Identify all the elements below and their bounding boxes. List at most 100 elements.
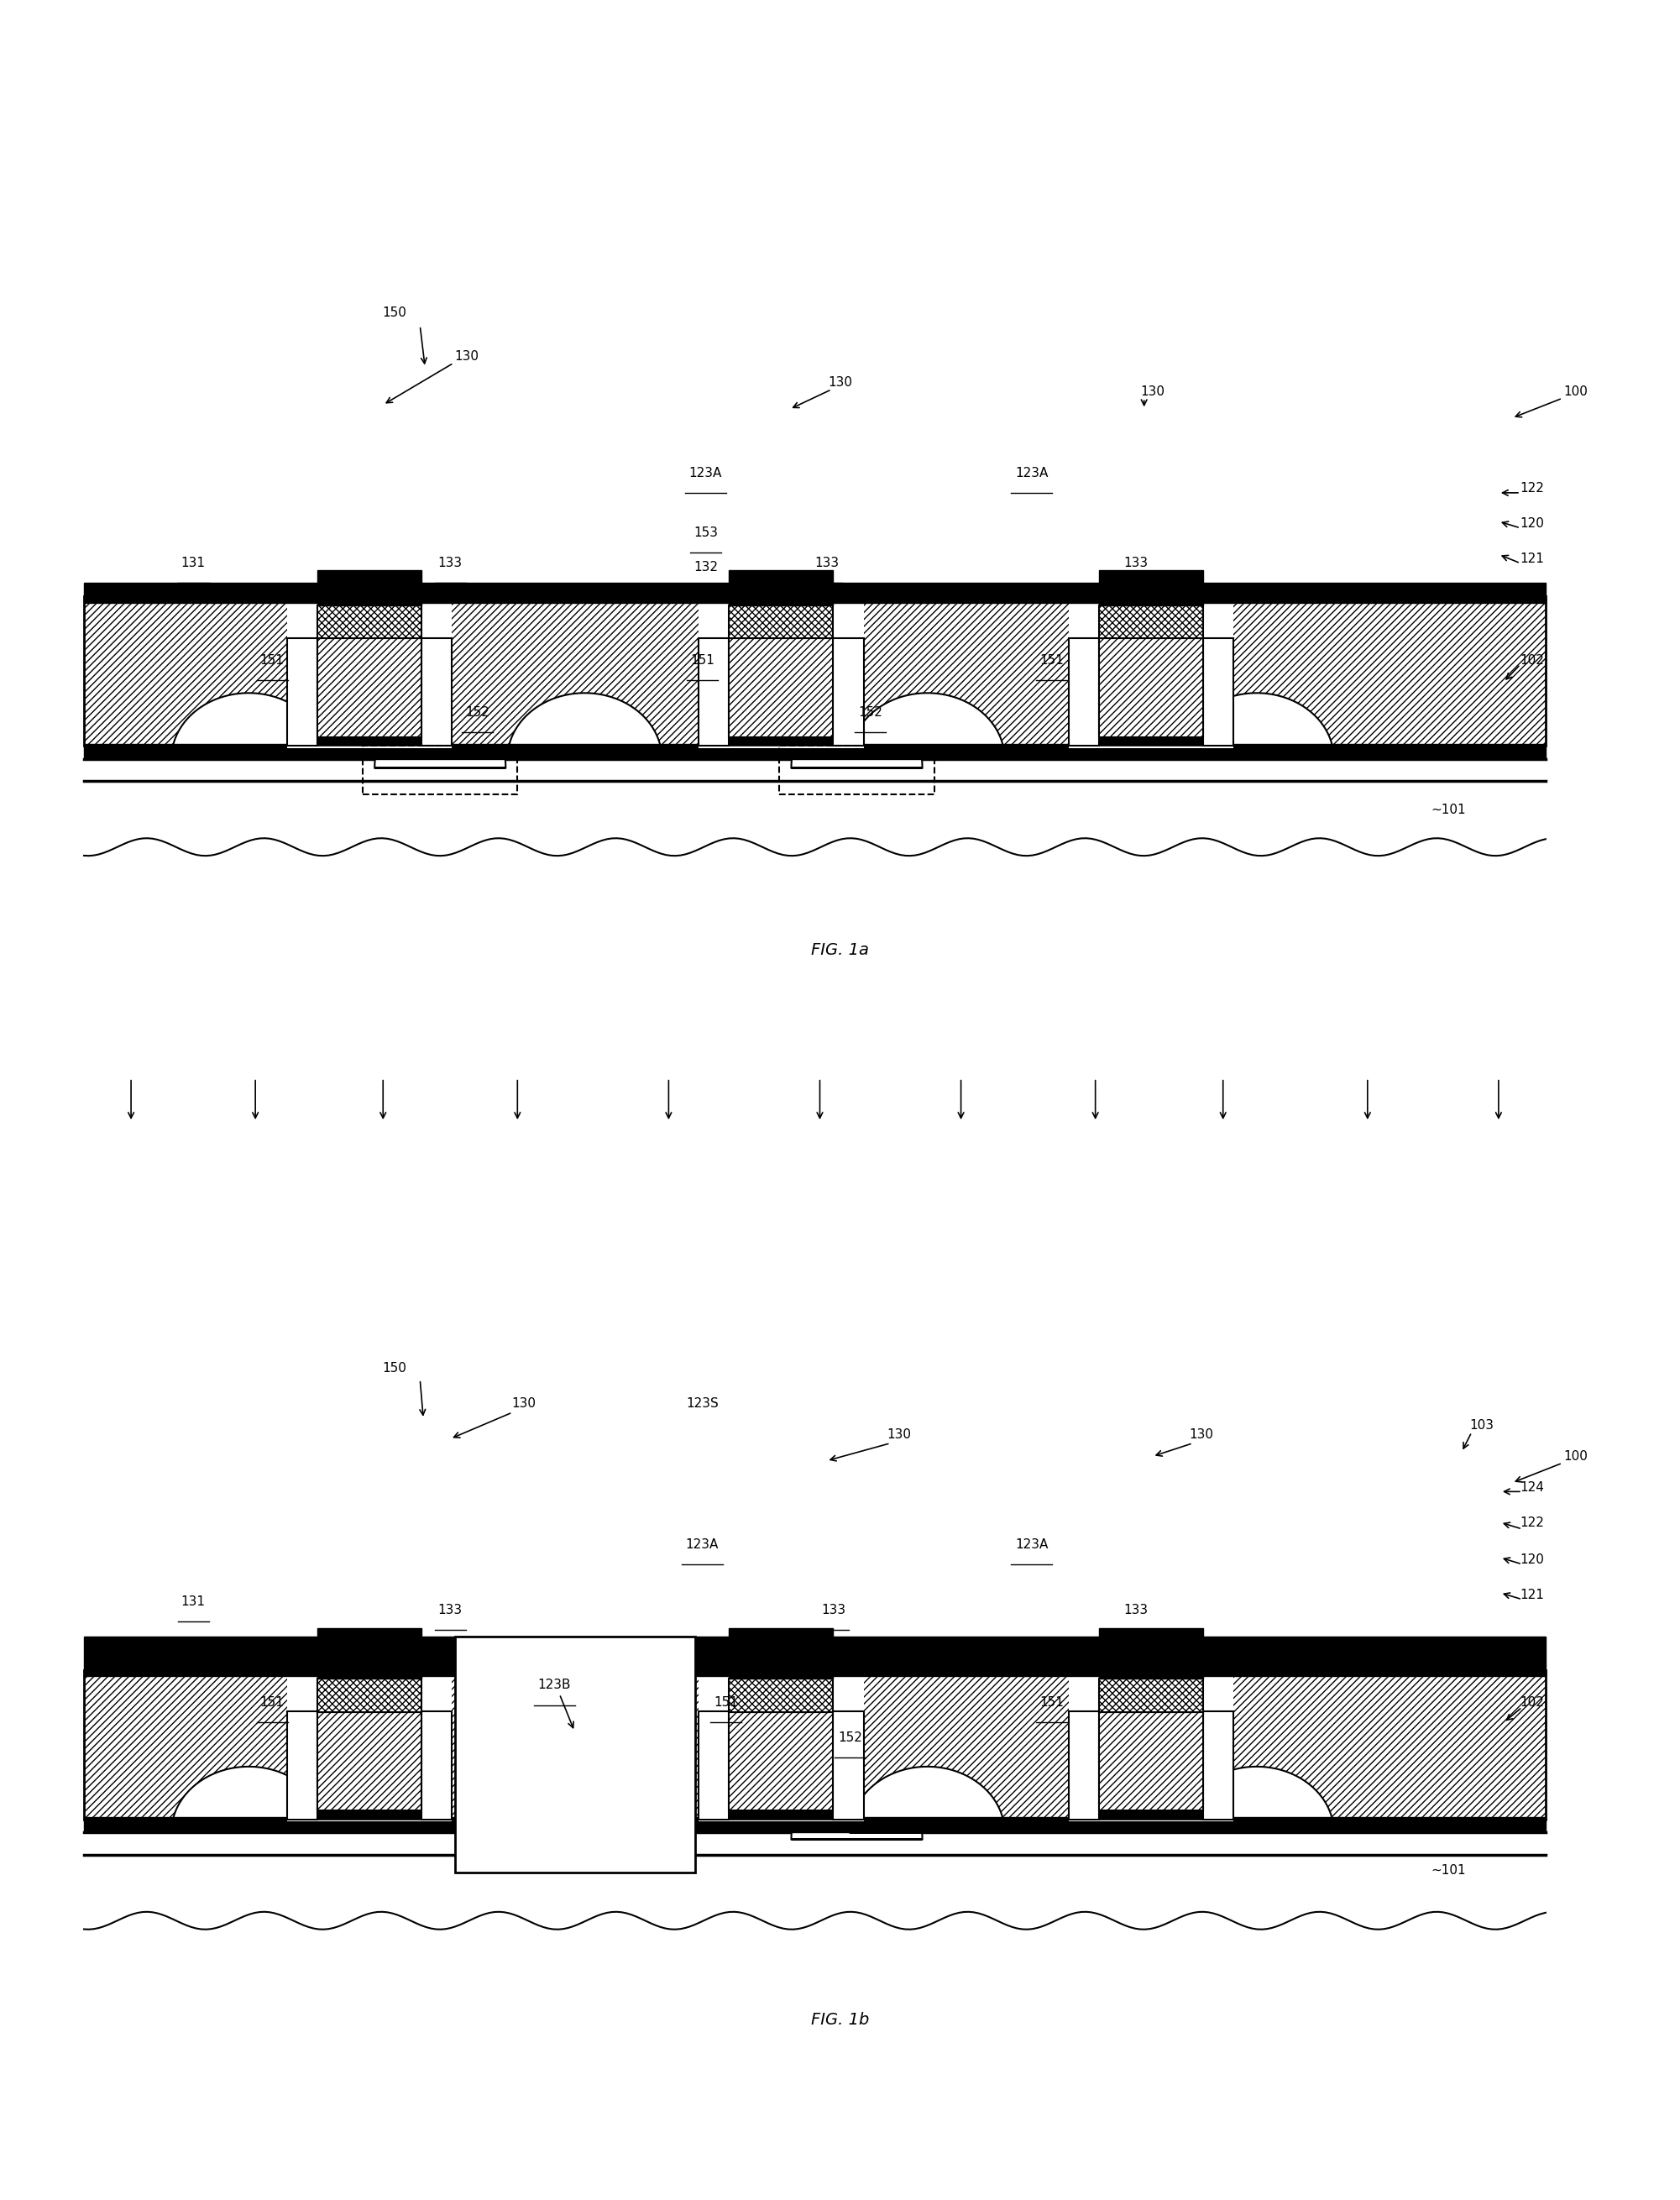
- Bar: [318, 1712, 422, 1811]
- Bar: [1099, 596, 1203, 605]
- Bar: [318, 605, 422, 638]
- Polygon shape: [507, 693, 662, 759]
- Text: 122: 122: [1520, 482, 1544, 495]
- Text: 122: 122: [1520, 1516, 1544, 1529]
- Bar: [363, 746, 517, 794]
- Polygon shape: [791, 693, 922, 768]
- Bar: [729, 596, 833, 605]
- Bar: [1099, 1628, 1203, 1676]
- Bar: [84, 744, 1546, 759]
- Bar: [318, 1811, 422, 1819]
- Bar: [1099, 638, 1203, 737]
- Text: ~101: ~101: [1431, 803, 1465, 816]
- Text: 151: 151: [1040, 653, 1063, 667]
- Text: 153: 153: [694, 526, 717, 539]
- Text: 133: 133: [1124, 557, 1147, 570]
- Bar: [318, 1679, 422, 1712]
- Bar: [318, 596, 422, 605]
- Text: 100: 100: [1564, 1450, 1588, 1463]
- Text: 130: 130: [828, 376, 852, 389]
- Bar: [455, 1637, 696, 1872]
- Bar: [729, 1670, 833, 1679]
- Text: 102: 102: [1520, 1696, 1544, 1709]
- Bar: [1203, 1712, 1233, 1819]
- Text: 123A: 123A: [1015, 1538, 1048, 1551]
- Polygon shape: [171, 693, 326, 759]
- Bar: [84, 1817, 1546, 1833]
- Text: 123A: 123A: [1015, 466, 1048, 480]
- Bar: [287, 638, 318, 746]
- Bar: [422, 1712, 452, 1819]
- Bar: [422, 638, 452, 746]
- Polygon shape: [850, 1767, 1005, 1833]
- Text: 151: 151: [714, 1696, 738, 1709]
- Text: FIG. 1b: FIG. 1b: [811, 2011, 869, 2028]
- Text: 123A: 123A: [689, 466, 722, 480]
- Polygon shape: [171, 1767, 326, 1833]
- Text: 130: 130: [1141, 385, 1164, 398]
- Bar: [84, 1657, 1546, 1676]
- Bar: [833, 638, 864, 746]
- Text: 151: 151: [690, 653, 714, 667]
- Polygon shape: [507, 1767, 662, 1833]
- Text: 152: 152: [465, 706, 489, 719]
- Bar: [729, 1811, 833, 1819]
- Bar: [287, 1712, 318, 1819]
- Text: 130: 130: [455, 350, 479, 363]
- Text: 151: 151: [260, 653, 284, 667]
- Bar: [1099, 605, 1203, 638]
- Bar: [729, 638, 833, 737]
- Text: 121: 121: [1520, 1588, 1544, 1602]
- Text: 152: 152: [858, 706, 882, 719]
- Text: 103: 103: [1470, 1419, 1494, 1432]
- Text: 133: 133: [1124, 1604, 1147, 1617]
- Text: 151: 151: [260, 1696, 284, 1709]
- Bar: [833, 1712, 864, 1819]
- Bar: [84, 596, 1546, 746]
- Bar: [729, 1679, 833, 1712]
- Polygon shape: [791, 1769, 922, 1839]
- Text: 102: 102: [1520, 653, 1544, 667]
- Bar: [699, 1668, 864, 1822]
- Bar: [729, 1628, 833, 1676]
- Bar: [84, 1637, 1546, 1657]
- Bar: [1068, 594, 1233, 748]
- Polygon shape: [1179, 693, 1334, 759]
- Text: 150: 150: [383, 1362, 407, 1375]
- Bar: [729, 605, 833, 638]
- Bar: [1099, 1670, 1203, 1679]
- Text: 150: 150: [383, 306, 407, 319]
- Text: 133: 133: [438, 1604, 462, 1617]
- Text: 120: 120: [1520, 517, 1544, 530]
- Text: 132: 132: [694, 561, 717, 574]
- Text: FIG. 1a: FIG. 1a: [811, 942, 869, 959]
- Bar: [318, 638, 422, 737]
- Bar: [1068, 1712, 1099, 1819]
- Bar: [318, 1628, 422, 1676]
- Text: 133: 133: [438, 557, 462, 570]
- Text: 133: 133: [815, 557, 838, 570]
- Bar: [318, 1670, 422, 1679]
- Bar: [1099, 1712, 1203, 1811]
- Polygon shape: [850, 693, 1005, 759]
- Bar: [287, 594, 452, 748]
- Bar: [84, 1670, 1546, 1819]
- Polygon shape: [1179, 1767, 1334, 1833]
- Text: 130: 130: [512, 1397, 536, 1410]
- Bar: [1099, 570, 1203, 603]
- Bar: [729, 1712, 833, 1811]
- Text: 124: 124: [1520, 1481, 1544, 1494]
- Text: 120: 120: [1520, 1553, 1544, 1566]
- Text: 130: 130: [887, 1428, 911, 1441]
- Bar: [1068, 1668, 1233, 1822]
- Bar: [699, 594, 864, 748]
- Text: 123B: 123B: [538, 1679, 571, 1692]
- Text: 133: 133: [822, 1604, 845, 1617]
- Bar: [287, 1668, 452, 1822]
- Bar: [1099, 1679, 1203, 1712]
- Bar: [1099, 737, 1203, 746]
- Bar: [780, 746, 934, 794]
- Text: 121: 121: [1520, 552, 1544, 565]
- Bar: [1068, 638, 1099, 746]
- Text: ~101: ~101: [1431, 1863, 1465, 1877]
